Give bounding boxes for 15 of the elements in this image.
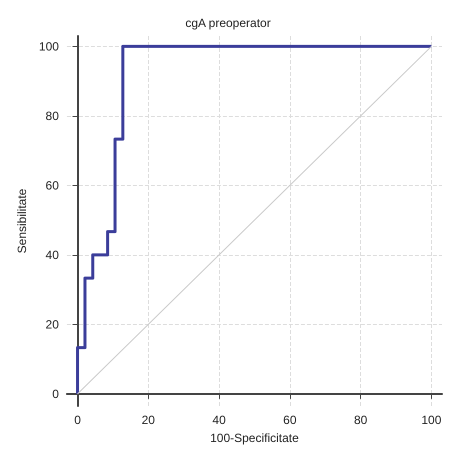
x-axis-title: 100-Specificitate	[210, 431, 300, 445]
y-tick-label: 40	[46, 248, 60, 262]
x-tick-label: 100	[421, 413, 442, 427]
x-tick-label: 60	[283, 413, 297, 427]
y-tick-label: 0	[52, 386, 60, 401]
y-tick-label: 80	[46, 108, 60, 123]
y-tick-label: 100	[38, 39, 60, 54]
y-tick-label: 20	[46, 317, 60, 332]
x-tick-label: 40	[212, 413, 226, 427]
chart-title: cgA preoperator	[185, 16, 271, 30]
y-axis-title: Sensibilitate	[15, 188, 29, 254]
x-tick-label: 80	[354, 413, 368, 427]
x-tick-label: 0	[74, 413, 82, 427]
x-tick-label: 20	[142, 413, 156, 427]
y-tick-label: 60	[46, 178, 60, 192]
